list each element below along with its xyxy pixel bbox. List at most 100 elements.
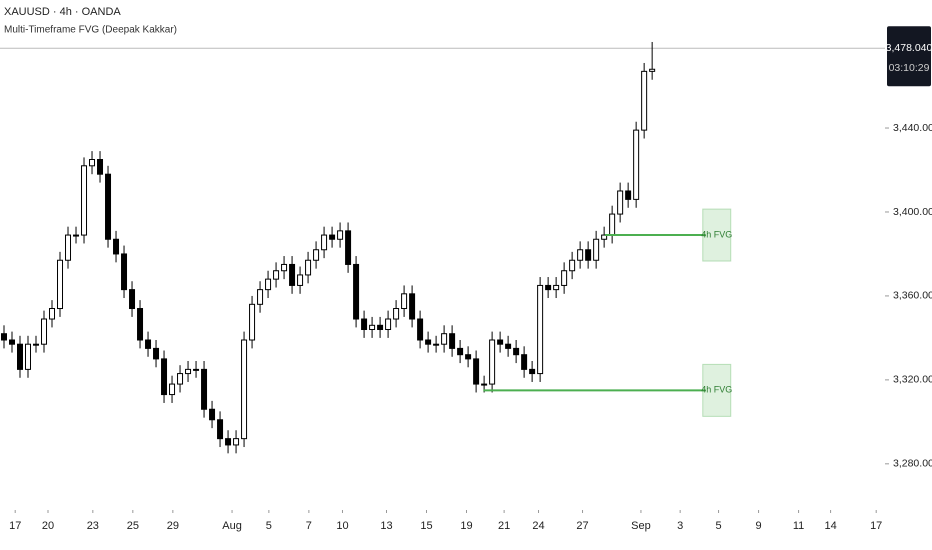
candle-body [89, 159, 96, 167]
x-tick-label: 5 [266, 520, 272, 532]
x-tick-label: 11 [793, 520, 804, 532]
x-tick-label: 13 [380, 520, 392, 532]
candle-body [465, 354, 472, 360]
candle-body [489, 339, 496, 385]
candle-body [393, 308, 400, 320]
candle-body [105, 173, 112, 240]
candle-body [505, 343, 512, 349]
candle-body [81, 165, 88, 236]
indicator-name: Multi-Timeframe FVG (Deepak Kakkar) [4, 25, 177, 36]
candle-body [145, 339, 152, 349]
candle-body [161, 358, 168, 396]
y-tick-label: 3,360.000 [893, 290, 932, 302]
chart-title: XAUUSD · 4h · OANDA [4, 6, 121, 18]
candle-body [625, 190, 632, 200]
candle-body [377, 324, 384, 331]
countdown: 03:10:29 [889, 62, 930, 74]
candle-body [153, 347, 160, 360]
x-tick-label: 3 [677, 520, 683, 532]
candle-body [513, 347, 520, 356]
candle-body [1, 333, 8, 341]
candle-body [305, 259, 312, 276]
candle-body [633, 129, 640, 200]
x-tick-label: 23 [87, 520, 99, 532]
candle-body [201, 368, 208, 410]
candle-body [313, 249, 320, 261]
candle-body [585, 249, 592, 261]
candle-body [409, 293, 416, 320]
fvg-box [702, 208, 732, 262]
candle-body [569, 259, 576, 272]
x-tick-label: 10 [336, 520, 348, 532]
candle-body [369, 324, 376, 331]
candle-body [41, 318, 48, 345]
candle-body [441, 333, 448, 345]
y-tick-label: 3,280.000 [893, 458, 932, 470]
candle-body [417, 318, 424, 341]
x-tick-label: 7 [306, 520, 312, 532]
candle-body [257, 289, 264, 305]
candle-body [561, 270, 568, 286]
candle-body [385, 318, 392, 331]
candle-body [9, 339, 16, 345]
fvg-label: 4h FVG [701, 229, 732, 239]
candle-body [481, 383, 488, 386]
candle-body [353, 263, 360, 320]
x-tick-label: 24 [532, 520, 544, 532]
candle-body [401, 293, 408, 310]
candle-body [193, 368, 200, 371]
candle-body [649, 68, 656, 72]
candle-body [177, 373, 184, 385]
x-tick-label: 21 [498, 520, 510, 532]
x-tick-label: 29 [167, 520, 179, 532]
candle-body [65, 234, 72, 261]
x-tick-label: 20 [42, 520, 54, 532]
candle-body [545, 284, 552, 291]
candle-body [185, 368, 192, 375]
candle-body [433, 343, 440, 346]
candle-body [601, 234, 608, 240]
candle-body [537, 284, 544, 375]
x-tick-label: 5 [715, 520, 721, 532]
candle-body [265, 278, 272, 291]
candle-body [337, 230, 344, 240]
x-tick-label: 15 [420, 520, 432, 532]
candle-body [593, 238, 600, 261]
candle-body [57, 259, 64, 310]
candle-body [129, 289, 136, 310]
x-tick-label: Aug [222, 520, 242, 532]
candle-body [345, 230, 352, 265]
candle-body [33, 343, 40, 346]
candle-body [169, 383, 176, 396]
x-tick-label: Sep [631, 520, 651, 532]
x-tick-label: 19 [460, 520, 472, 532]
candle-body [457, 347, 464, 356]
candle-body [521, 354, 528, 370]
candle-body [217, 419, 224, 440]
candle-body [17, 343, 24, 370]
candle-body [553, 284, 560, 291]
candle-body [97, 159, 104, 175]
candle-body [273, 270, 280, 280]
candle-body [529, 368, 536, 375]
candle-body [281, 263, 288, 272]
x-tick-label: 27 [576, 520, 588, 532]
candle-body [73, 234, 80, 237]
x-tick-label: 9 [756, 520, 762, 532]
candle-body [321, 234, 328, 251]
y-tick-label: 3,320.000 [893, 374, 932, 386]
candle-body [233, 438, 240, 446]
y-tick-label: 3,440.000 [893, 122, 932, 134]
candle-body [49, 308, 56, 320]
candle-body [609, 213, 616, 236]
candle-body [617, 190, 624, 215]
candle-body [25, 343, 32, 370]
candle-body [241, 339, 248, 440]
candle-body [577, 249, 584, 261]
candle-body [225, 438, 232, 446]
x-tick-label: 14 [824, 520, 836, 532]
candle-body [209, 408, 216, 421]
x-tick-label: 17 [9, 520, 21, 532]
candle-body [121, 253, 128, 291]
